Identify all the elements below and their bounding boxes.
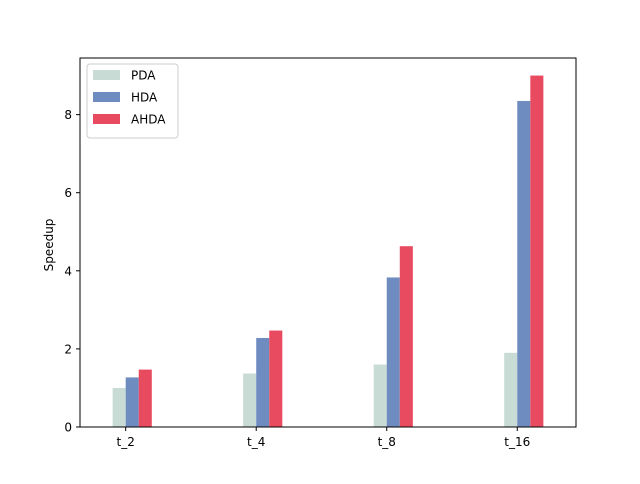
bar-ahda-t_4 [269, 330, 283, 427]
legend-swatch-pda [93, 70, 120, 80]
x-tick-label: t_8 [378, 435, 396, 449]
bar-pda-t_8 [373, 364, 387, 427]
bar-ahda-t_8 [399, 246, 413, 427]
plot-frame [79, 57, 577, 428]
y-tick-label: 4 [64, 264, 72, 278]
bar-hda-t_4 [256, 337, 270, 427]
x-tick-label: t_4 [247, 435, 265, 449]
y-axis-label: Speedup [42, 219, 56, 272]
bar-pda-t_4 [243, 373, 257, 427]
x-tick-label: t_16 [504, 435, 530, 449]
y-tick-label: 8 [64, 108, 72, 122]
axes-layer: 0 2 4 6 8 t_2 t_4 t_8 t_16 [64, 57, 577, 449]
y-tick-label: 2 [64, 342, 72, 356]
legend-label-hda: HDA [131, 91, 158, 105]
bars-layer [112, 75, 544, 428]
bar-hda-t_2 [125, 377, 139, 427]
bar-ahda-t_2 [138, 369, 152, 427]
x-tick-label: t_2 [117, 435, 135, 449]
bar-hda-t_8 [386, 277, 400, 427]
legend-swatch-hda [93, 92, 120, 102]
legend-swatch-ahda [93, 114, 120, 124]
legend-label-pda: PDA [131, 69, 156, 83]
bar-hda-t_16 [517, 100, 531, 427]
bar-pda-t_16 [504, 352, 518, 427]
legend: PDA HDA AHDA [86, 63, 179, 139]
y-tick-label: 0 [64, 421, 72, 435]
bar-ahda-t_16 [530, 75, 544, 428]
legend-label-ahda: AHDA [131, 113, 166, 127]
bar-pda-t_2 [112, 387, 126, 427]
y-tick-label: 6 [64, 186, 72, 200]
